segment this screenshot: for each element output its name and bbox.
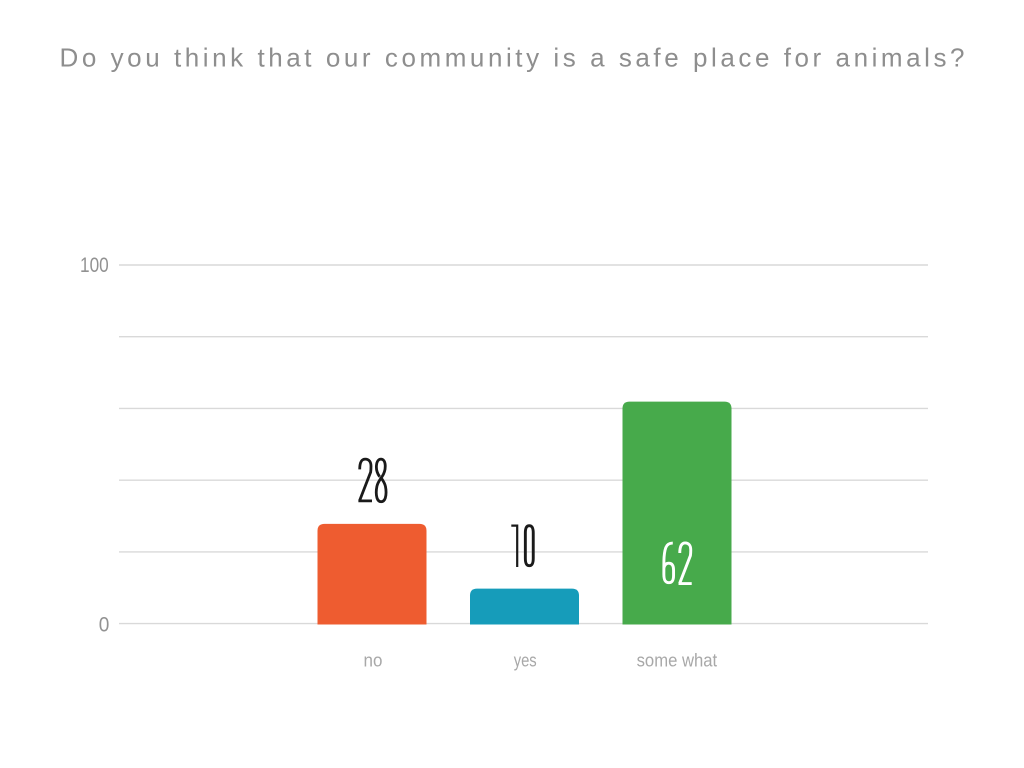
svg-text:yes: yes: [514, 649, 537, 670]
svg-text:Do you think that our communit: Do you think that our community is a saf…: [60, 42, 965, 72]
svg-text:no: no: [364, 649, 383, 670]
svg-text:0: 0: [99, 613, 110, 636]
svg-text:100: 100: [80, 254, 109, 277]
svg-text:some what: some what: [637, 649, 718, 670]
